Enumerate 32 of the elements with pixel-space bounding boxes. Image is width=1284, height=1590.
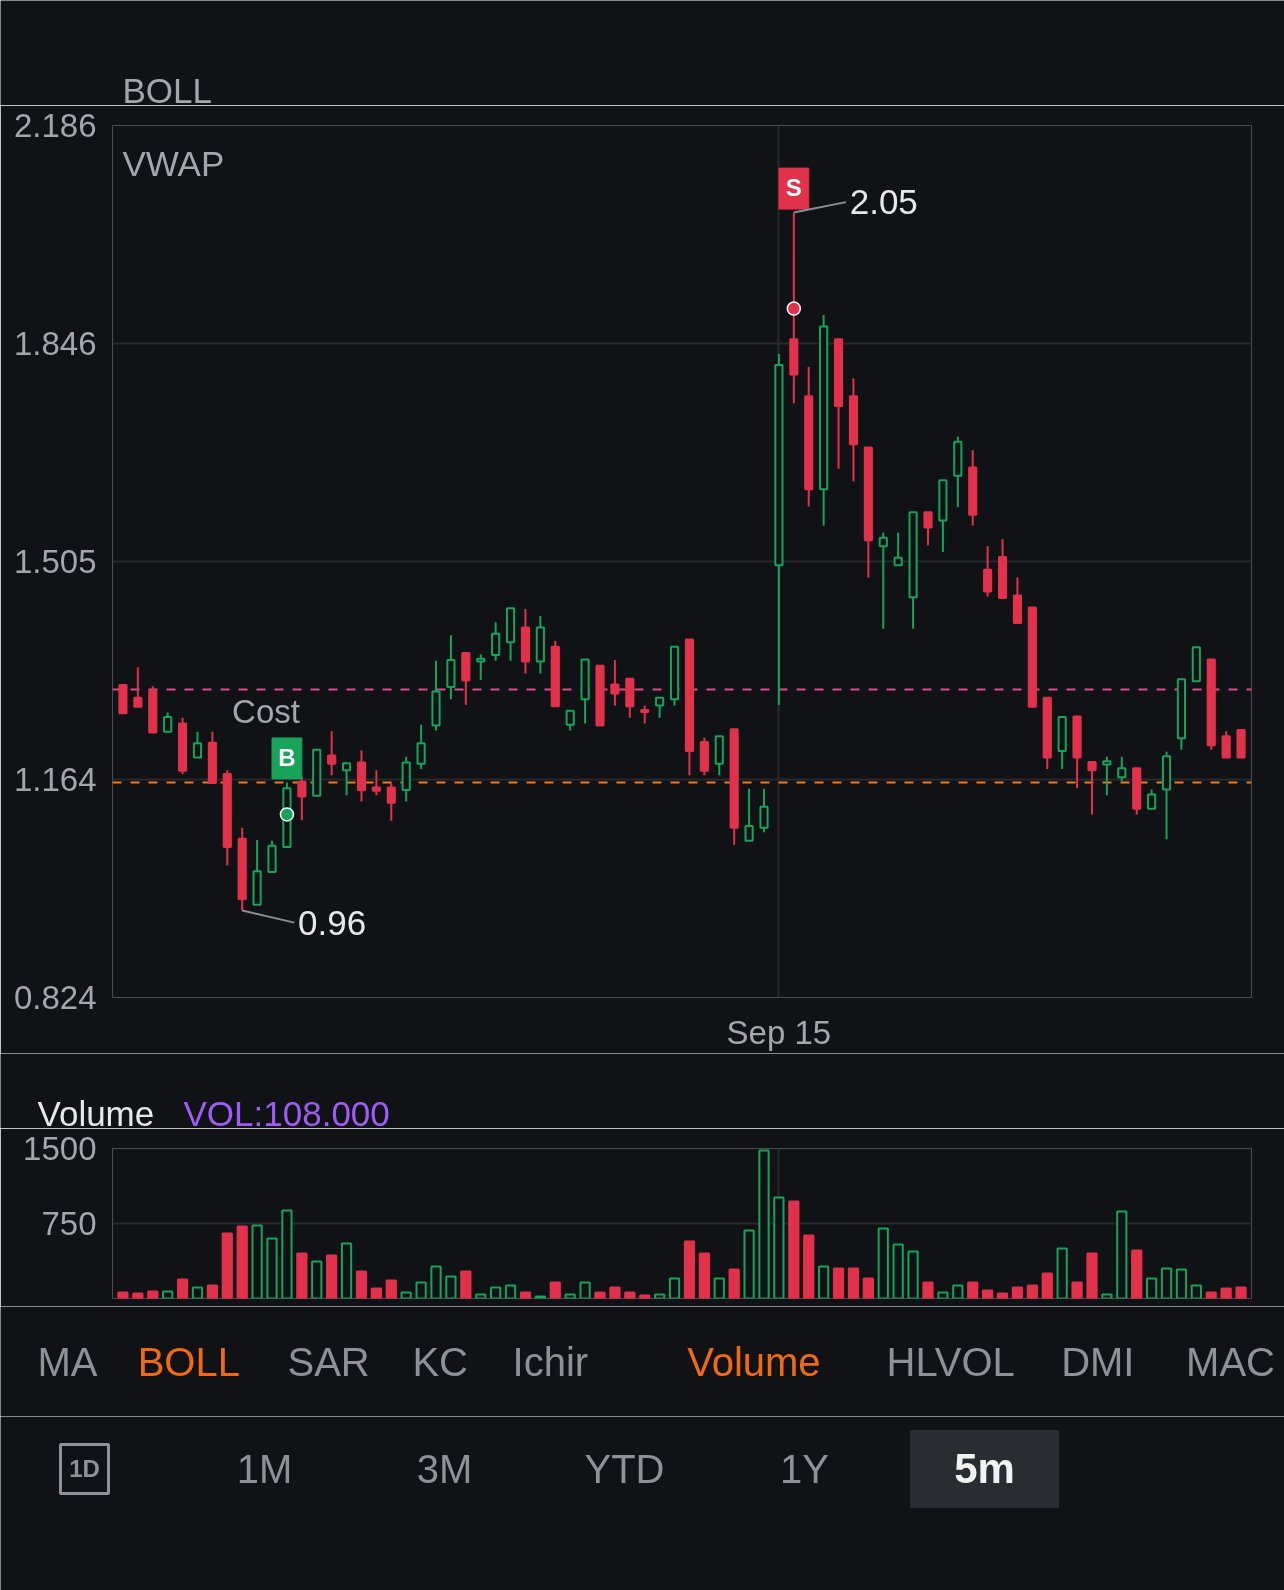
y-tick-label: 2.186 <box>13 107 97 144</box>
y-tick-label: 1.846 <box>13 324 97 362</box>
y-tick-label: 1.505 <box>13 543 97 580</box>
text: BOLL <box>122 71 212 110</box>
annotation: VWAP <box>122 144 225 183</box>
series-label: B <box>278 743 296 771</box>
annotation: 0.96 <box>298 902 367 942</box>
text: HLVOL <box>886 1339 1015 1384</box>
y-tick-label: 0.824 <box>13 979 97 1016</box>
text: 1M <box>236 1446 293 1491</box>
text: BOLL <box>137 1339 240 1384</box>
text: Volume <box>687 1339 821 1384</box>
chart-subtitle: VOL:108.000 <box>183 1094 390 1133</box>
text: 1D <box>69 1455 100 1482</box>
text: MAC <box>1186 1339 1275 1384</box>
chart-title: Volume <box>37 1094 155 1133</box>
text: SAR <box>287 1339 370 1384</box>
y-tick-label: 1500 <box>23 1130 97 1167</box>
text: KC <box>412 1339 468 1384</box>
text: 3M <box>416 1446 473 1491</box>
y-tick-label: 750 <box>41 1205 97 1242</box>
text: Ichir <box>512 1339 589 1384</box>
annotation: 2.05 <box>849 182 918 222</box>
y-tick-label: 1.164 <box>13 761 97 799</box>
text: 1Y <box>780 1446 829 1491</box>
x-tick-label: Sep 15 <box>726 1013 832 1051</box>
text: YTD <box>584 1446 665 1491</box>
text: S <box>785 173 802 201</box>
text: DMI <box>1061 1339 1135 1384</box>
text: MA <box>37 1339 98 1384</box>
ref-line-label: Cost <box>232 693 300 731</box>
text: 5m <box>954 1445 1015 1492</box>
